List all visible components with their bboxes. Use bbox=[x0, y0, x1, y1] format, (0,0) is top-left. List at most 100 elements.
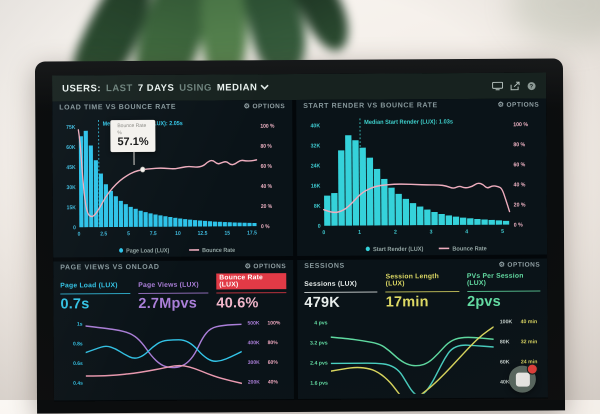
svg-text:4 pvs: 4 pvs bbox=[314, 320, 327, 326]
svg-text:0: 0 bbox=[73, 225, 76, 231]
panel-start-render-vs-bounce-rate: START RENDER VS BOUNCE RATE ⚙ OPTIONS 40… bbox=[296, 98, 547, 256]
share-icon[interactable] bbox=[510, 81, 520, 90]
svg-text:75K: 75K bbox=[66, 125, 75, 131]
options-button[interactable]: ⚙ OPTIONS bbox=[245, 263, 287, 270]
svg-text:8K: 8K bbox=[314, 204, 321, 210]
chat-launcher-button[interactable] bbox=[509, 366, 536, 393]
svg-text:0.4s: 0.4s bbox=[73, 381, 83, 387]
svg-text:5: 5 bbox=[501, 229, 504, 235]
svg-text:100 %: 100 % bbox=[260, 123, 274, 129]
metric-session-length: Session Length (LUX) 17min bbox=[386, 272, 460, 310]
svg-text:20 %: 20 % bbox=[514, 202, 526, 208]
svg-text:0 %: 0 % bbox=[514, 222, 523, 228]
corner-shadow bbox=[510, 0, 600, 45]
svg-text:80%: 80% bbox=[268, 340, 279, 346]
svg-text:Start Render (LUX): Start Render (LUX) bbox=[373, 247, 423, 254]
svg-text:12.5: 12.5 bbox=[198, 231, 208, 237]
series-line bbox=[86, 339, 242, 362]
svg-text:80K: 80K bbox=[500, 339, 510, 345]
series-line bbox=[331, 345, 494, 396]
topbar-days-label: 7 DAYS bbox=[138, 82, 175, 93]
svg-text:32 min: 32 min bbox=[521, 339, 538, 345]
svg-text:300K: 300K bbox=[248, 360, 260, 366]
svg-text:15: 15 bbox=[224, 230, 230, 236]
svg-text:60 %: 60 % bbox=[513, 162, 525, 168]
chart-svg: 1s0.8s0.6s0.4s500K400K300K200K100%80%60%… bbox=[59, 311, 288, 400]
svg-text:Bounce Rate: Bounce Rate bbox=[202, 248, 235, 255]
topbar-using-label: USING bbox=[179, 82, 212, 93]
svg-text:16K: 16K bbox=[311, 183, 321, 189]
help-icon[interactable]: ? bbox=[527, 81, 536, 90]
metric-cards: Sessions (LUX) 479K Session Length (LUX)… bbox=[297, 269, 547, 311]
metric-bounce-rate: Bounce Rate (LUX) 40.6% bbox=[216, 273, 286, 311]
svg-text:40 %: 40 % bbox=[514, 182, 526, 188]
dashboard-screen: USERS: LAST 7 DAYS USING MEDIAN ? bbox=[52, 72, 548, 401]
topbar-last-label: LAST bbox=[106, 83, 133, 94]
svg-text:100%: 100% bbox=[268, 320, 281, 326]
series-line bbox=[86, 365, 242, 384]
svg-text:0.6s: 0.6s bbox=[73, 361, 83, 367]
svg-text:1.6 pvs: 1.6 pvs bbox=[310, 381, 328, 387]
bars-group bbox=[324, 134, 510, 225]
metric-page-views: Page Views (LUX) 2.7Mpvs bbox=[138, 274, 208, 312]
svg-text:1s: 1s bbox=[77, 322, 83, 328]
dashboard-topbar: USERS: LAST 7 DAYS USING MEDIAN ? bbox=[52, 72, 546, 101]
metric-sessions: Sessions (LUX) 479K bbox=[304, 273, 378, 311]
svg-text:2: 2 bbox=[394, 230, 397, 236]
svg-text:0: 0 bbox=[322, 230, 325, 236]
options-button[interactable]: ⚙ OPTIONS bbox=[498, 102, 540, 109]
svg-text:40 %: 40 % bbox=[261, 184, 273, 190]
dashboard-grid: LOAD TIME VS BOUNCE RATE ⚙ OPTIONS Bounc… bbox=[52, 98, 548, 400]
median-dropdown[interactable]: MEDIAN bbox=[217, 82, 270, 93]
svg-text:60K: 60K bbox=[500, 359, 510, 365]
panel-page-views-vs-onload: PAGE VIEWS VS ONLOAD ⚙ OPTIONS Page Load… bbox=[53, 260, 294, 400]
svg-text:80 %: 80 % bbox=[513, 142, 525, 148]
svg-text:45K: 45K bbox=[66, 165, 75, 171]
svg-text:200K: 200K bbox=[248, 380, 260, 386]
svg-text:40K: 40K bbox=[310, 123, 320, 129]
svg-text:100 %: 100 % bbox=[513, 122, 528, 128]
laptop: USERS: LAST 7 DAYS USING MEDIAN ? bbox=[35, 58, 565, 413]
svg-text:80 %: 80 % bbox=[260, 144, 272, 150]
svg-text:5: 5 bbox=[127, 231, 130, 237]
svg-text:10: 10 bbox=[175, 231, 181, 237]
topbar-users-label: USERS: bbox=[62, 83, 101, 94]
svg-text:60 %: 60 % bbox=[261, 164, 273, 170]
svg-text:100K: 100K bbox=[500, 319, 513, 325]
svg-text:2.5: 2.5 bbox=[100, 231, 107, 237]
svg-text:0.8s: 0.8s bbox=[73, 341, 83, 347]
svg-text:20 %: 20 % bbox=[261, 204, 273, 210]
svg-text:0: 0 bbox=[318, 224, 321, 230]
panel-title: PAGE VIEWS VS ONLOAD bbox=[60, 264, 159, 272]
notification-dot bbox=[527, 364, 538, 375]
svg-text:0 %: 0 % bbox=[261, 224, 270, 230]
chart-tooltip: Bounce Rate % 57.1% bbox=[110, 120, 155, 152]
display-icon[interactable] bbox=[492, 81, 503, 90]
gear-icon: ⚙ bbox=[498, 102, 505, 109]
svg-text:60K: 60K bbox=[66, 145, 75, 151]
svg-text:7.5: 7.5 bbox=[150, 231, 157, 237]
panel-title: SESSIONS bbox=[304, 263, 345, 270]
panel-title: LOAD TIME VS BOUNCE RATE bbox=[59, 104, 176, 112]
svg-text:4: 4 bbox=[465, 229, 468, 235]
options-button[interactable]: ⚙ OPTIONS bbox=[499, 262, 541, 269]
gear-icon: ⚙ bbox=[245, 263, 252, 270]
tooltip-value: 57.1% bbox=[117, 136, 148, 148]
panel-title: START RENDER VS BOUNCE RATE bbox=[303, 102, 438, 110]
metric-cards: Page Load (LUX) 0.7s Page Views (LUX) 2.… bbox=[53, 271, 293, 312]
panel-load-time-vs-bounce-rate: LOAD TIME VS BOUNCE RATE ⚙ OPTIONS Bounc… bbox=[52, 100, 293, 257]
svg-text:60%: 60% bbox=[268, 360, 279, 366]
tooltip-marker bbox=[140, 167, 145, 172]
svg-text:24K: 24K bbox=[311, 163, 321, 169]
bars-group bbox=[79, 130, 257, 227]
chat-card-icon bbox=[515, 372, 529, 386]
options-button[interactable]: ⚙ OPTIONS bbox=[244, 103, 286, 110]
svg-text:17.5: 17.5 bbox=[247, 230, 257, 236]
svg-text:3.2 pvs: 3.2 pvs bbox=[310, 340, 328, 346]
metric-page-load: Page Load (LUX) 0.7s bbox=[60, 274, 130, 312]
